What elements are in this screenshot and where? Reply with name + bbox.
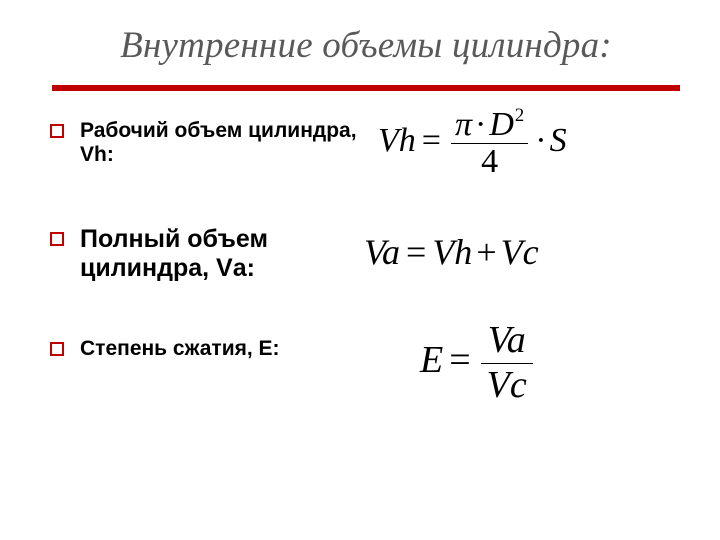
fraction: π·D24 xyxy=(451,107,528,179)
square-bullet-icon xyxy=(50,342,64,356)
bullet-text: Рабочий объем цилиндра, Vh: xyxy=(80,119,360,167)
formula-total-volume: Va=Vh+Vc xyxy=(364,231,539,273)
numerator: Va xyxy=(481,319,533,364)
term: Vh xyxy=(432,232,472,272)
formula-compression-ratio: E=VaVc xyxy=(420,319,537,408)
formula-lhs: Vh xyxy=(378,122,416,159)
square-bullet-icon xyxy=(50,232,64,246)
list-item: Степень сжатия, Е: xyxy=(50,337,360,361)
title-underline xyxy=(52,85,680,91)
bullet-text: Степень сжатия, Е: xyxy=(80,337,280,361)
list-item: Рабочий объем цилиндра, Vh: xyxy=(50,119,360,167)
formula-lhs: Va xyxy=(364,232,400,272)
content-area: Рабочий объем цилиндра, Vh: Полный объем… xyxy=(50,115,682,361)
list-item: Полный объем цилиндра, Vа: xyxy=(50,225,360,283)
fraction: VaVc xyxy=(481,319,533,408)
bullet-list: Рабочий объем цилиндра, Vh: Полный объем… xyxy=(50,115,360,361)
formula-lhs: E xyxy=(420,339,443,381)
term: Vc xyxy=(501,232,539,272)
denominator: Vc xyxy=(481,364,533,408)
bullet-text: Полный объем цилиндра, Vа: xyxy=(80,225,360,283)
formula-working-volume: Vh=π·D24·S xyxy=(378,107,567,179)
formula-column: Vh=π·D24·S Va=Vh+Vc E=VaVc xyxy=(360,115,682,361)
slide-title: Внутренние объемы цилиндра: xyxy=(50,24,682,67)
slide: Внутренние объемы цилиндра: Рабочий объе… xyxy=(0,0,720,540)
square-bullet-icon xyxy=(50,124,64,138)
